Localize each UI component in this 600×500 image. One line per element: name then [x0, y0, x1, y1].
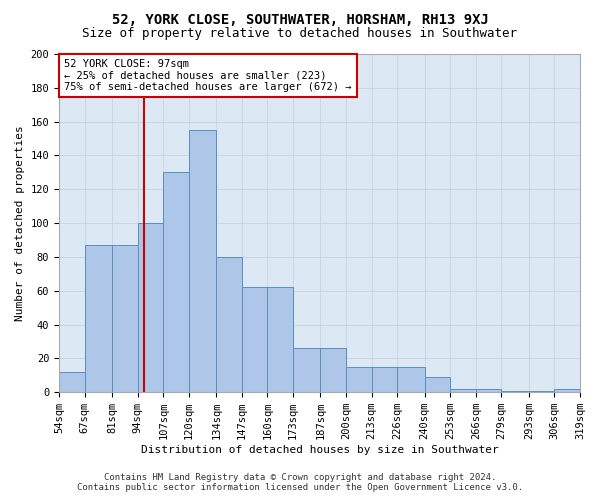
- Bar: [293, 348, 320, 392]
- Bar: [320, 348, 346, 392]
- X-axis label: Distribution of detached houses by size in Southwater: Distribution of detached houses by size …: [140, 445, 499, 455]
- Bar: [450, 389, 476, 392]
- Bar: [476, 389, 502, 392]
- Bar: [397, 367, 425, 392]
- Bar: [529, 390, 554, 392]
- Bar: [85, 245, 112, 392]
- Bar: [502, 390, 529, 392]
- Bar: [371, 367, 397, 392]
- Bar: [112, 245, 137, 392]
- Bar: [217, 257, 242, 392]
- Text: 52 YORK CLOSE: 97sqm
← 25% of detached houses are smaller (223)
75% of semi-deta: 52 YORK CLOSE: 97sqm ← 25% of detached h…: [64, 59, 352, 92]
- Bar: [242, 288, 268, 392]
- Bar: [268, 288, 293, 392]
- Bar: [425, 377, 450, 392]
- Text: 52, YORK CLOSE, SOUTHWATER, HORSHAM, RH13 9XJ: 52, YORK CLOSE, SOUTHWATER, HORSHAM, RH1…: [112, 12, 488, 26]
- Text: Contains HM Land Registry data © Crown copyright and database right 2024.
Contai: Contains HM Land Registry data © Crown c…: [77, 473, 523, 492]
- Y-axis label: Number of detached properties: Number of detached properties: [15, 125, 25, 321]
- Text: Size of property relative to detached houses in Southwater: Size of property relative to detached ho…: [83, 28, 517, 40]
- Bar: [59, 372, 85, 392]
- Bar: [137, 223, 163, 392]
- Bar: [189, 130, 217, 392]
- Bar: [554, 389, 580, 392]
- Bar: [163, 172, 189, 392]
- Bar: [346, 367, 371, 392]
